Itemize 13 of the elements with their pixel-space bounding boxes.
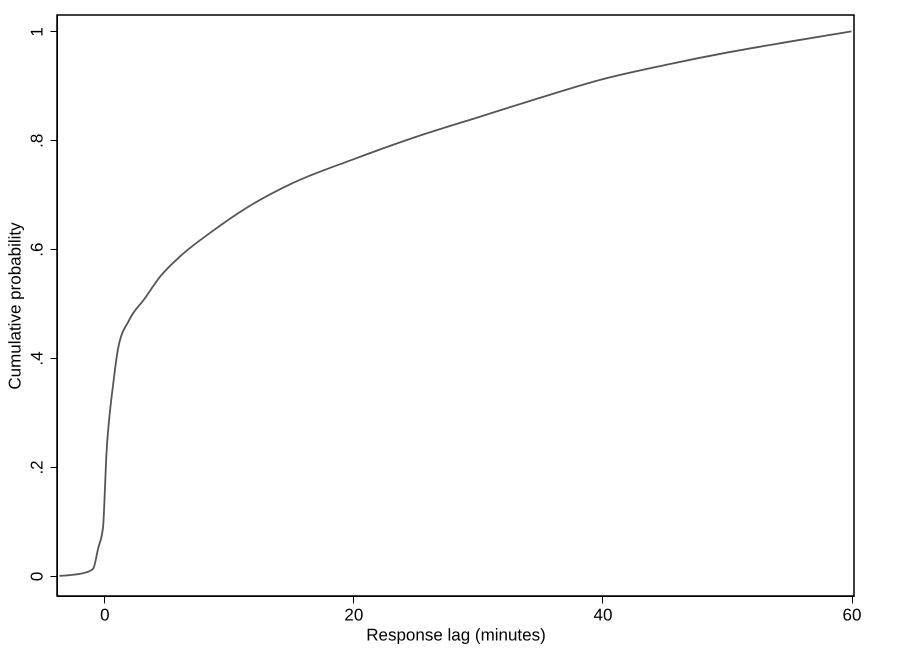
y-tick-label: 0 bbox=[28, 572, 46, 582]
y-tick-label: 1 bbox=[28, 27, 46, 37]
y-axis-title: Cumulative probability bbox=[6, 222, 24, 390]
y-tick-label: .4 bbox=[28, 351, 46, 366]
x-tick-label: 0 bbox=[100, 606, 110, 624]
y-tick-label: .6 bbox=[28, 242, 46, 257]
x-tick-label: 40 bbox=[593, 606, 612, 624]
line-series bbox=[58, 30, 852, 577]
y-tick-label: .2 bbox=[28, 460, 46, 475]
y-tick-label: .8 bbox=[28, 134, 46, 148]
x-axis-title: Response lag (minutes) bbox=[366, 626, 546, 644]
x-tick-label: 60 bbox=[842, 606, 862, 624]
x-tick-label: 20 bbox=[344, 606, 364, 624]
